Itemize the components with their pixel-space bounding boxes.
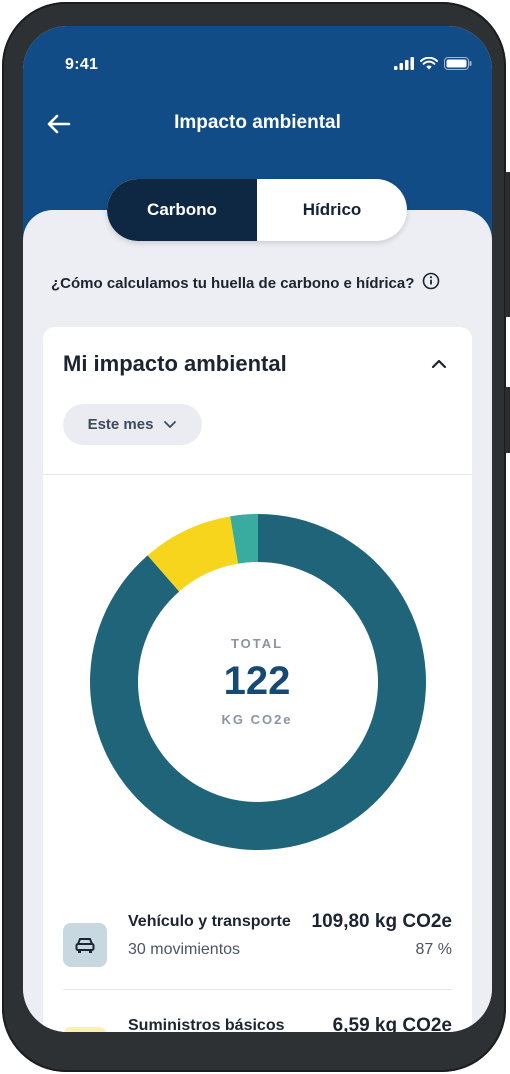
wifi-icon [420,56,438,75]
status-time: 9:41 [65,56,99,73]
chevron-up-icon[interactable] [430,357,448,371]
side-button-1 [505,172,510,317]
period-selector[interactable]: Este mes [63,404,202,445]
side-button-2 [505,387,510,453]
row-divider [63,989,452,990]
donut-slice-2 [230,514,258,564]
impact-donut-chart [89,514,426,850]
status-icons [394,56,472,75]
app-screen: 9:41 [23,26,492,1032]
info-text: ¿Cómo calculamos tu huella de carbono e … [51,274,415,292]
calculation-info-link[interactable]: ¿Cómo calculamos tu huella de carbono e … [51,272,471,294]
tab-carbono[interactable]: Carbono [107,179,257,241]
category-value: 109,80 kg CO2e [311,911,452,932]
donut-total-label: TOTAL [230,636,284,651]
signal-icon [394,57,414,75]
category-name: Vehículo y transporte [128,913,291,930]
impact-card: Mi impacto ambiental Este mes TOTAL 122 … [43,327,472,1032]
category-count: 30 movimientos [128,941,241,958]
car-icon [63,923,107,967]
donut-total-unit: KG CO2e [221,712,293,727]
category-name: Suministros básicos [128,1017,285,1032]
card-divider [43,474,472,475]
chevron-down-icon [163,416,177,433]
utilities-icon [63,1027,107,1032]
card-title: Mi impacto ambiental [63,351,287,376]
back-arrow-icon[interactable] [45,110,75,138]
donut-total-value: 122 [223,659,291,703]
period-label: Este mes [87,416,154,433]
carbon-water-toggle: Carbono Hídrico [107,179,407,241]
tab-hidrico[interactable]: Hídrico [302,200,362,219]
category-value: 6,59 kg CO2e [332,1015,452,1032]
battery-icon [444,57,472,75]
category-row-vehiculo[interactable]: Vehículo y transporte 30 movimientos 109… [63,911,452,985]
donut-slice-1 [147,516,239,592]
category-row-suministros[interactable]: Suministros básicos 6,59 kg CO2e [63,1015,452,1032]
info-icon [422,272,440,294]
page-title: Impacto ambiental [174,112,341,133]
category-percent: 87 % [415,941,452,958]
